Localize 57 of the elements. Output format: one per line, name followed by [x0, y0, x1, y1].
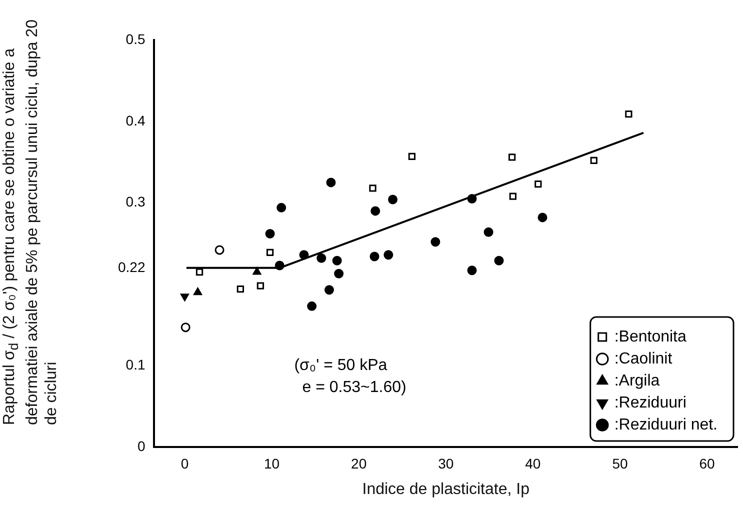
point [494, 256, 504, 266]
x-tick-label: 0 [180, 455, 189, 472]
point [196, 268, 204, 276]
point [214, 245, 224, 255]
point [194, 288, 202, 296]
x-tick-label: 50 [612, 455, 628, 472]
legend-label: :Reziduuri [614, 394, 686, 412]
point [332, 256, 342, 266]
point [590, 156, 598, 164]
point [369, 184, 376, 192]
y-tick-label: 0.22 [118, 258, 146, 275]
y-tick-label: 0.1 [126, 356, 146, 372]
legend-label: :Bentonita [614, 328, 686, 346]
x-tick-label: 40 [525, 455, 541, 472]
point [467, 266, 477, 276]
point [370, 206, 380, 216]
point [299, 250, 309, 260]
point [236, 286, 244, 293]
point [276, 202, 286, 212]
point [388, 194, 398, 204]
point [326, 178, 336, 188]
x-tick-label: 20 [351, 455, 367, 472]
point [430, 237, 440, 247]
legend-label: :Reziduuri net. [614, 416, 718, 434]
x-tick-label: 60 [699, 455, 716, 472]
point [534, 180, 542, 188]
point [307, 301, 317, 311]
y-tick-label: 0 [137, 438, 146, 454]
y-tick-label: 0.5 [126, 30, 146, 47]
point [180, 322, 190, 332]
x-tick-label: 10 [264, 455, 280, 472]
y-tick-label: 0.3 [126, 194, 146, 210]
point [538, 212, 548, 222]
point [274, 260, 284, 270]
y-tick-label: 0.4 [126, 112, 146, 128]
point [625, 110, 632, 118]
annotation: e = 0.53~1.60) [302, 379, 406, 396]
point [180, 294, 189, 302]
point [256, 282, 264, 290]
legend-label: :Argila [614, 372, 660, 390]
point [408, 152, 416, 160]
point [265, 228, 275, 238]
point [252, 267, 262, 275]
point [484, 227, 494, 237]
point [324, 285, 334, 295]
point [334, 268, 344, 278]
point [508, 154, 516, 161]
point [316, 253, 326, 263]
x-tick-label: 30 [438, 455, 454, 472]
point [467, 194, 477, 204]
legend-label: :Caolinit [614, 350, 673, 368]
x-axis-title: Indice de plasticitate, Ip [362, 480, 530, 498]
point [509, 192, 516, 200]
point [384, 250, 394, 260]
annotation: (σ₀' = 50 kPa [294, 357, 388, 374]
point [266, 248, 274, 256]
point [370, 252, 380, 262]
